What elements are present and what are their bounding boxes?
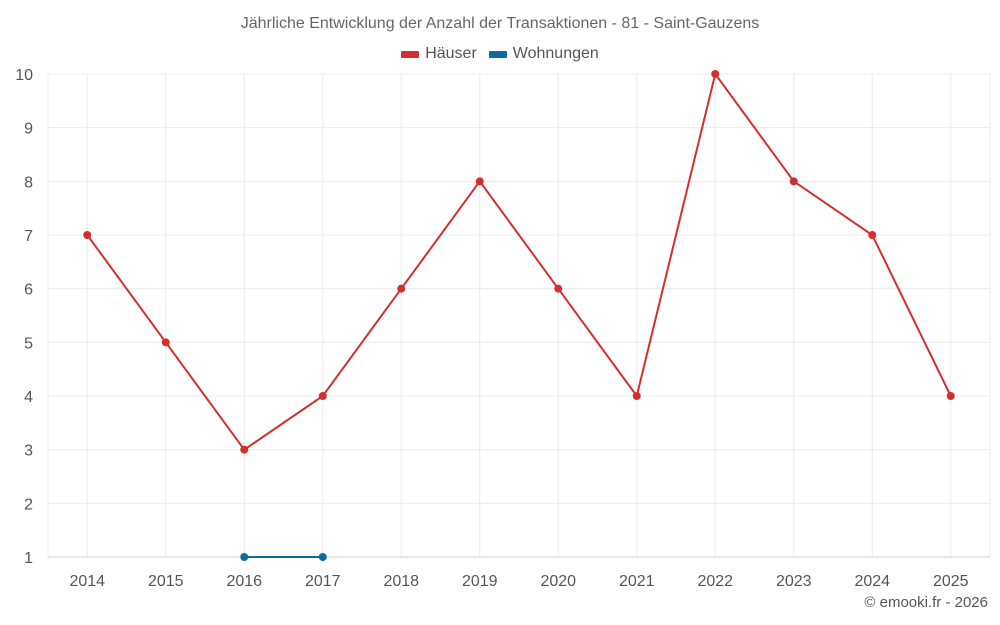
chart-title: Jährliche Entwicklung der Anzahl der Tra…: [240, 15, 760, 32]
data-point-0: [475, 177, 484, 186]
data-point-0: [161, 338, 170, 347]
data-point-0: [946, 392, 955, 400]
data-point-0: [83, 231, 92, 239]
x-tick-label: 2020: [540, 573, 576, 590]
legend-label-haeuser: Häuser: [425, 45, 477, 62]
x-tick-label: 2019: [462, 573, 498, 590]
y-tick-label: 8: [24, 174, 33, 191]
data-point-0: [789, 177, 798, 186]
x-tick-label: 2017: [305, 573, 341, 590]
data-point-0: [868, 231, 877, 239]
legend-item-wohnungen[interactable]: Wohnungen: [488, 45, 599, 63]
legend-label-wohnungen: Wohnungen: [512, 45, 599, 62]
x-tick-label: 2014: [69, 573, 105, 590]
y-tick-label: 7: [24, 228, 33, 245]
y-tick-label: 1: [24, 550, 33, 567]
legend: Häuser Wohnungen: [0, 45, 1000, 63]
x-tick-label: 2024: [854, 573, 890, 590]
x-tick-label: 2023: [776, 573, 812, 590]
x-tick-label: 2021: [619, 573, 655, 590]
y-tick-label: 2: [24, 496, 33, 513]
legend-swatch-haeuser: [401, 50, 420, 58]
y-tick-label: 5: [24, 335, 33, 352]
legend-swatch-wohnungen: [488, 50, 507, 58]
y-tick-label: 10: [15, 67, 33, 84]
y-tick-label: 9: [24, 121, 33, 138]
y-tick-label: 4: [24, 389, 33, 406]
data-point-0: [397, 284, 406, 293]
data-point-0: [711, 70, 720, 78]
x-tick-label: 2025: [933, 573, 969, 590]
data-point-1: [240, 553, 249, 561]
data-point-0: [318, 392, 327, 400]
x-tick-label: 2022: [697, 573, 733, 590]
y-tick-label: 6: [24, 282, 33, 299]
series-line-0: [86, 71, 952, 452]
x-tick-label: 2016: [226, 573, 262, 590]
data-point-1: [318, 553, 327, 561]
data-point-0: [240, 445, 249, 454]
legend-item-haeuser[interactable]: Häuser: [401, 45, 477, 63]
credit: © emooki.fr - 2026: [864, 594, 988, 611]
x-tick-label: 2018: [383, 573, 419, 590]
data-point-0: [554, 284, 563, 293]
y-tick-label: 3: [24, 443, 33, 460]
data-point-0: [632, 392, 641, 400]
x-tick-label: 2015: [148, 573, 184, 590]
